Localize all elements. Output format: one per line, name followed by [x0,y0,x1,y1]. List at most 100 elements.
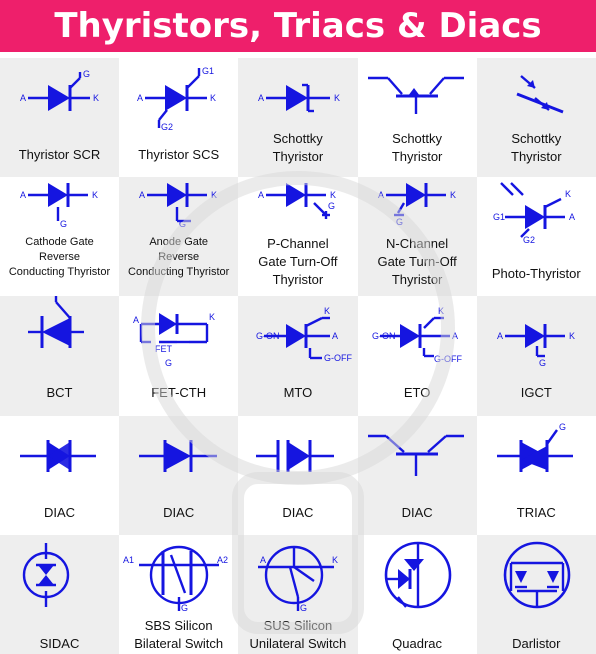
symbol-label: Darlistor [477,635,596,653]
symbol-cell: BCT [0,296,120,416]
thyristor-symbol-icon: A G1 G2 K [137,66,216,132]
symbol-label-line: Anode Gate [149,236,209,249]
symbol-label-line: Cathode Gate [25,236,94,249]
page-title: Thyristors, Triacs & Diacs Symbols [54,6,542,98]
symbol-label: Schottky Thyristor [358,130,477,166]
symbol-label-line: TRIAC [516,504,556,520]
symbol-cell: A1 A2 G SBS Silicon Bilateral Switch [119,534,239,654]
svg-text:A: A [137,93,143,103]
svg-text:G: G [559,422,566,432]
symbol-label-line: Gate Turn-Off [377,254,457,270]
svg-text:G: G [300,603,307,613]
svg-text:G: G [396,217,403,227]
svg-text:G: G [83,69,90,79]
thyristor-symbol-icon [28,296,84,349]
svg-text:K: K [210,93,216,103]
symbol-cell: A G1 G2 K Thyristor SCS [119,58,239,178]
thyristor-symbol-icon: G1 A K G2 [493,182,575,245]
symbol-label-line: SIDAC [39,635,80,651]
symbol-label-line: Schottky [272,131,323,146]
symbol-label-line: Photo-Thyristor [491,266,581,282]
symbol-cell: DIAC [357,415,477,535]
svg-text:K: K [450,190,456,200]
symbol-cell: Schottky Thyristor [476,58,596,178]
svg-text:A2: A2 [217,555,228,565]
symbol-label-line: Reverse [158,251,200,264]
symbol-label: IGCT [477,384,596,402]
symbol-cell: DIAC [238,415,358,535]
symbol-cell: SIDAC [0,534,120,654]
symbol-label-line: Darlistor [512,635,561,651]
svg-text:G: G [60,219,67,229]
symbol-label-line: SBS Silicon [144,617,213,633]
svg-text:FET: FET [155,344,173,354]
symbol-label-line: Schottky [392,131,443,146]
symbol-label: SUS Silicon Unilateral Switch [238,617,357,653]
symbol-label: Thyristor SCR [0,146,119,164]
symbol-cell: A K G N-Channel Gate Turn-Off Thyristor [357,177,477,297]
symbol-label: Anode Gate Reverse Conducting Thyristor [119,235,238,280]
symbol-label: BCT [0,384,119,402]
symbol-label-line: DIAC [282,504,314,520]
symbol-label: TRIAC [477,504,596,522]
thyristor-symbol-icon: A K G [20,183,98,229]
symbol-label: Photo-Thyristor [477,265,596,283]
svg-text:K: K [92,190,98,200]
symbol-label-line: Quadrac [392,635,443,651]
thyristor-symbol-icon [516,75,564,114]
symbol-label-line: Thyristor [391,149,443,164]
symbol-label-line: Thyristor [272,149,324,164]
symbol-label: ETO [358,384,477,402]
title-banner: Thyristors, Triacs & Diacs Symbols [0,0,596,98]
symbol-label-line: N-Channel [386,236,449,252]
symbol-cell: A K FET G FET-CTH [119,296,239,416]
thyristor-symbol-icon: A K G [20,69,99,111]
symbol-label: P-Channel Gate Turn-Off Thyristor [238,235,357,289]
thyristor-symbol-icon: A1 A2 G [123,545,228,613]
symbol-label-line: FET-CTH [151,385,207,401]
symbol-grid: A K G Thyristor SCR A G1 G2 K Thyristor SCS A K Sch… [0,58,596,654]
symbol-cell: A K G IGCT [476,296,596,416]
svg-text:A: A [20,93,26,103]
svg-text:A: A [332,331,338,341]
svg-text:G1: G1 [493,212,505,222]
svg-text:K: K [438,306,444,316]
svg-text:K: K [569,331,575,341]
symbol-cell: G1 A K G2 Photo-Thyristor [476,177,596,297]
symbol-label-line: Conducting Thyristor [8,266,111,279]
symbol-label: Schottky Thyristor [477,130,596,166]
svg-text:G: G [181,603,188,613]
symbol-label-line: P-Channel [267,236,329,252]
symbol-label: Thyristor SCS [119,146,238,164]
symbol-label-line: Thyristor SCS [138,147,220,162]
symbol-label-line: MTO [283,385,313,401]
svg-text:G-OFF: G-OFF [434,354,462,364]
symbol-cell: A K G Thyristor SCR [0,58,120,178]
symbol-cell: Schottky Thyristor [357,58,477,178]
svg-text:A: A [258,93,264,103]
symbol-cell: A K G Anode Gate Reverse Conducting Thyristor [119,177,239,297]
thyristor-symbol-icon [367,76,464,114]
svg-text:G-ON: G-ON [372,331,396,341]
symbol-label-line: SUS Silicon [263,617,333,633]
svg-text:A: A [258,190,264,200]
svg-text:G2: G2 [523,235,535,245]
symbol-label-line: Schottky [511,131,562,146]
svg-text:G1: G1 [202,66,214,76]
svg-text:K: K [565,189,571,199]
svg-text:K: K [330,190,336,200]
svg-text:A: A [139,190,145,200]
thyristor-symbol-icon [503,541,571,609]
symbol-cell: A K Schottky Thyristor [238,58,358,178]
symbol-label-line: Thyristor [511,149,562,164]
symbol-label-line: DIAC [163,504,195,520]
symbol-cell: G-ON A K G-OFF ETO [357,296,477,416]
symbol-label: DIAC [238,504,357,522]
symbol-cell: DIAC [119,415,239,535]
symbol-label-line: ETO [403,385,431,401]
symbol-label-line: DIAC [43,504,76,520]
svg-text:A: A [133,315,139,325]
thyristor-symbol-icon [20,439,96,472]
symbol-cell: G-ON A K G-OFF MTO [238,296,358,416]
